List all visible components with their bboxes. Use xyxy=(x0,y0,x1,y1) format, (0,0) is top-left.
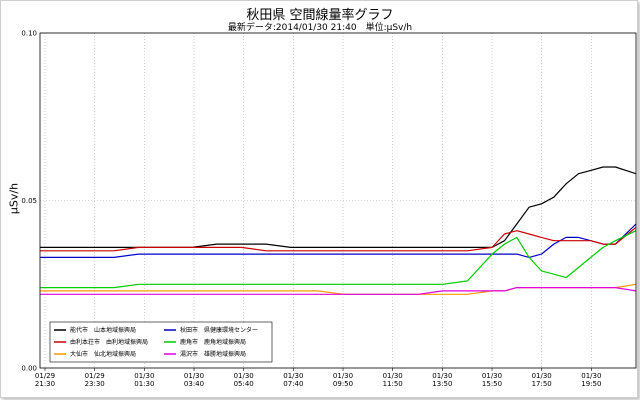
x-tick-label-time: 15:50 xyxy=(482,380,502,388)
x-tick-label-date: 01/30 xyxy=(482,372,502,380)
series-line-3 xyxy=(40,226,637,252)
x-tick-label-time: 13:50 xyxy=(432,380,452,388)
x-tick-label-time: 23:30 xyxy=(85,380,105,388)
x-tick-label-date: 01/30 xyxy=(184,372,204,380)
x-tick-label-time: 03:40 xyxy=(184,380,204,388)
series-line-2 xyxy=(40,223,637,258)
x-tick-label-date: 01/29 xyxy=(85,372,105,380)
x-tick-label-time: 05:40 xyxy=(234,380,254,388)
series-line-6 xyxy=(40,287,637,295)
y-tick-label: 0.00 xyxy=(21,365,37,373)
x-tick-label-date: 01/30 xyxy=(234,372,254,380)
x-tick-label-date: 01/30 xyxy=(532,372,552,380)
legend-label: 大仙市 仙北地域振興局 xyxy=(70,350,136,358)
x-tick-label-time: 09:50 xyxy=(333,380,353,388)
legend-label: 秋田市 県健康環境センター xyxy=(180,326,258,334)
x-tick-label-time: 19:50 xyxy=(581,380,601,388)
y-tick-label: 0.05 xyxy=(21,197,37,205)
x-tick-label-date: 01/30 xyxy=(283,372,303,380)
legend-label: 湯沢市 雄勝地域振興局 xyxy=(180,350,246,358)
legend-label: 由利本荘市 由利地域振興局 xyxy=(70,338,148,346)
x-tick-label-time: 11:50 xyxy=(383,380,403,388)
legend-box xyxy=(49,321,273,363)
x-tick-label-date: 01/29 xyxy=(35,372,55,380)
chart-title: 秋田県 空間線量率グラフ xyxy=(246,8,394,23)
series-line-4 xyxy=(40,230,637,289)
x-tick-label-time: 21:30 xyxy=(35,380,55,388)
x-tick-label-date: 01/30 xyxy=(134,372,154,380)
x-tick-label-time: 01:30 xyxy=(134,380,154,388)
x-tick-label-time: 17:50 xyxy=(532,380,552,388)
legend-label: 鹿角市 鹿角地域振興局 xyxy=(180,338,246,346)
plot-border xyxy=(39,32,637,369)
x-tick-label-time: 07:40 xyxy=(283,380,303,388)
x-tick-label-date: 01/30 xyxy=(333,372,353,380)
x-tick-label-date: 01/30 xyxy=(432,372,452,380)
x-tick-label-date: 01/30 xyxy=(383,372,403,380)
legend-label: 能代市 山本地域振興局 xyxy=(70,326,136,334)
y-tick-label: 0.10 xyxy=(21,30,37,38)
x-tick-label-date: 01/30 xyxy=(581,372,601,380)
chart-subtitle: 最新データ:2014/01/30 21:40 単位:μSv/h xyxy=(227,23,413,33)
